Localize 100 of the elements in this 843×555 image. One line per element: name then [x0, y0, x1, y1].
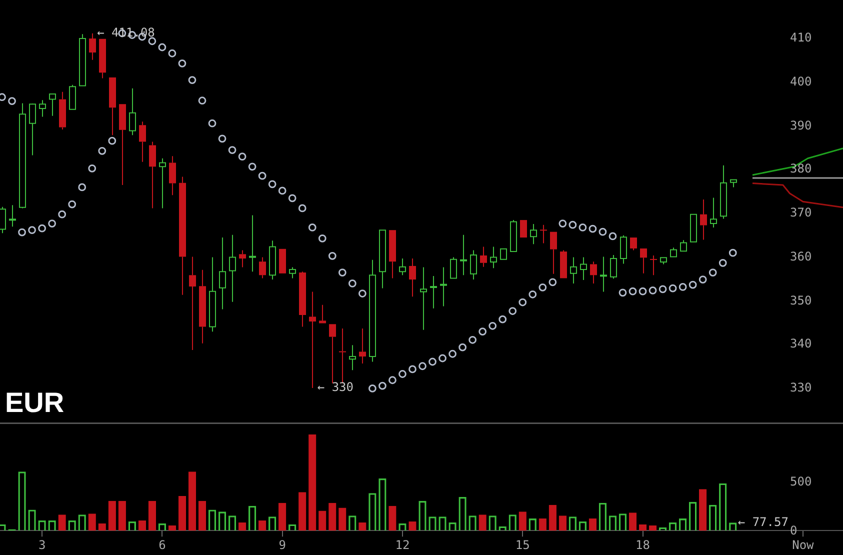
- candlestick: [369, 259, 376, 362]
- candlestick: [299, 271, 306, 328]
- text: EUR: [5, 387, 64, 419]
- candlestick: [530, 223, 537, 245]
- bar: [628, 512, 637, 531]
- candlestick: [99, 38, 106, 79]
- candlestick: [430, 276, 437, 309]
- candlestick: [680, 240, 687, 252]
- candlestick: [399, 258, 406, 276]
- candlestick: [259, 256, 266, 279]
- y-tick-label: 360: [790, 250, 812, 264]
- y-tick-label: 500: [790, 474, 812, 489]
- candlestick: [19, 102, 26, 209]
- candlestick: [49, 94, 56, 116]
- annotation: ← 77.57: [738, 515, 788, 530]
- y-tick-label: 410: [790, 30, 812, 45]
- candlestick: [209, 256, 216, 332]
- y-tick-label: 400: [790, 74, 812, 89]
- candlestick: [700, 198, 707, 240]
- bar: [58, 514, 66, 531]
- candlestick: [550, 232, 557, 274]
- candlestick: [580, 256, 587, 280]
- candlestick: [169, 156, 176, 196]
- candlestick: [339, 328, 346, 384]
- bar: [278, 502, 286, 531]
- candlestick: [650, 254, 657, 276]
- bar: [118, 500, 126, 531]
- candlestick: [349, 344, 356, 371]
- candlestick: [139, 121, 146, 162]
- candlestick: [570, 256, 577, 284]
- candlestick: [109, 77, 116, 136]
- bar: [318, 510, 326, 531]
- candlestick: [590, 261, 597, 284]
- candlestick: [540, 224, 547, 244]
- candlestick: [490, 246, 497, 269]
- candlestick: [239, 250, 246, 268]
- candlestick: [179, 176, 186, 296]
- bar: [338, 508, 346, 531]
- x-tick-label: 3: [38, 538, 46, 552]
- candlestick: [9, 204, 16, 228]
- y-tick-label: 350: [790, 294, 812, 308]
- candlestick: [389, 230, 396, 279]
- candlestick: [79, 34, 86, 86]
- bar: [699, 489, 707, 531]
- bar: [388, 506, 396, 531]
- bar: [478, 514, 486, 531]
- candlestick: [379, 230, 386, 289]
- x-tick-label: 18: [636, 538, 650, 552]
- candlestick: [640, 248, 647, 274]
- candlestick: [710, 197, 717, 228]
- annotation: ← 330: [317, 380, 354, 394]
- candlestick: [39, 100, 46, 118]
- x-tick-label: 9: [278, 538, 286, 552]
- candlestick: [229, 234, 236, 302]
- bar: [308, 434, 316, 531]
- x-tick-label: Now: [792, 538, 815, 552]
- candlestick: [359, 328, 366, 364]
- bar: [108, 500, 116, 531]
- bar: [88, 514, 96, 531]
- bar: [518, 512, 526, 531]
- y-tick-label: 370: [790, 206, 812, 220]
- y-tick-label: 380: [790, 162, 812, 176]
- bar: [198, 500, 206, 531]
- candlestick: [29, 104, 36, 156]
- y-tick-label: 0: [790, 524, 798, 538]
- x-tick-label: 6: [158, 538, 166, 552]
- candlestick: [460, 234, 467, 276]
- bar: [328, 502, 336, 531]
- bar: [148, 500, 156, 531]
- bar: [548, 504, 556, 531]
- bar: [558, 516, 566, 531]
- candlestick: [309, 291, 316, 389]
- x-tick-label: 15: [515, 538, 530, 552]
- candlestick: [129, 88, 136, 136]
- candlestick: [409, 258, 416, 298]
- y-tick-label: 390: [790, 118, 812, 133]
- candlestick: [219, 237, 226, 310]
- candlestick: [189, 256, 196, 350]
- bar: [188, 472, 196, 531]
- candlestick: [440, 266, 447, 307]
- candlestick: [89, 32, 96, 60]
- candlestick: [420, 266, 427, 330]
- candlestick: [59, 91, 66, 130]
- candlestick: [470, 250, 477, 280]
- x-tick-label: 12: [395, 538, 410, 552]
- candlestick: [329, 324, 336, 384]
- candlestick: [720, 164, 727, 220]
- y-tick-label: 340: [790, 336, 812, 351]
- candlestick: [319, 304, 326, 324]
- candlestick: [159, 158, 166, 209]
- bar: [298, 492, 306, 531]
- candlestick: [149, 141, 156, 209]
- candlestick: [199, 269, 206, 344]
- candlestick: [480, 246, 487, 268]
- bar: [178, 496, 186, 531]
- y-tick-label: 330: [790, 380, 812, 395]
- candlestick: [600, 256, 607, 292]
- candlestick: [249, 214, 256, 272]
- candlestick: [560, 250, 567, 278]
- candlestick: [119, 104, 126, 186]
